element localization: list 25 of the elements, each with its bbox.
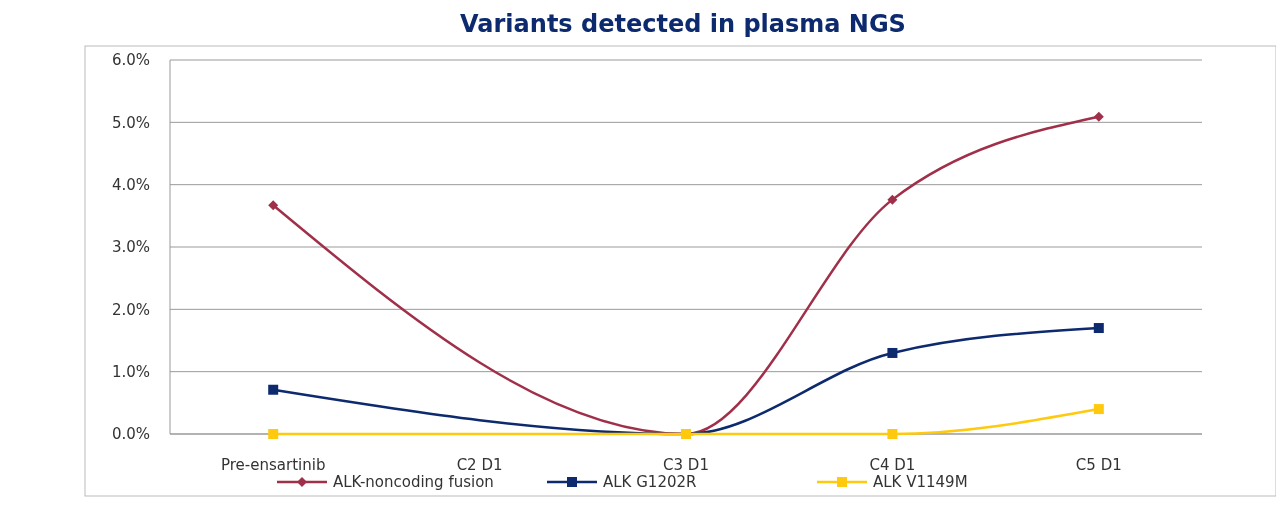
- point: [887, 194, 898, 205]
- y-tick-label: 3.0%: [111, 238, 150, 257]
- legend-label: ALK G1202R: [603, 473, 697, 492]
- y-tick-label: 2.0%: [111, 300, 150, 319]
- point: [268, 200, 279, 211]
- x-tick-label: Pre-ensartinib: [220, 456, 326, 474]
- x-tick-label: C5 D1: [1075, 456, 1122, 474]
- point: [887, 429, 898, 439]
- point: [268, 429, 279, 439]
- y-tick-label: 5.0%: [111, 113, 150, 132]
- x-tick-label: C3 D1: [663, 456, 709, 474]
- y-tick-label: 0.0%: [111, 425, 150, 444]
- y-tick-label: 4.0%: [111, 175, 150, 194]
- y-tick-label: 1.0%: [111, 362, 150, 381]
- point: [268, 384, 279, 395]
- legend-label: ALK V1149M: [873, 473, 968, 492]
- chart-title: Variants detected in plasma NGS: [460, 10, 906, 38]
- point: [1093, 323, 1104, 334]
- point: [1093, 404, 1104, 415]
- x-tick-label: C2 D1: [456, 456, 503, 474]
- point: [1093, 111, 1104, 122]
- y-tick-label: 6.0%: [111, 51, 150, 70]
- point: [887, 347, 898, 358]
- legend-label: ALK-noncoding fusion: [333, 473, 494, 492]
- x-tick-label: C4 D1: [869, 456, 916, 474]
